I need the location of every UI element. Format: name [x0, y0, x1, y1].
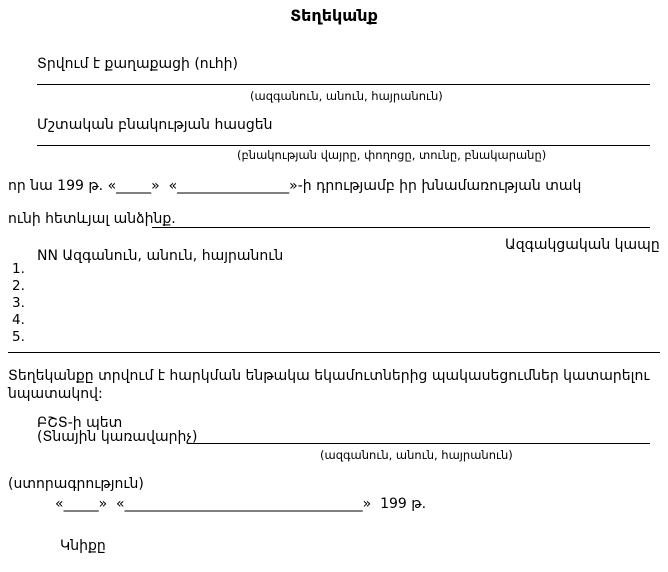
official-title: ԲՇՏ-ի պետ — [37, 415, 123, 431]
kinship-column-header: Ազգակցական կապը — [505, 237, 660, 253]
signature-hint: (ստորագրություն) — [8, 476, 144, 492]
date-line: «_____» «_______________________________… — [55, 496, 427, 512]
document-title: Տեղեկանք — [290, 6, 378, 25]
dependents-intro: ունի հետևյալ անձինք. — [8, 211, 176, 227]
address-hint: (բնակության վայրը, փողոցը, տունը, բնակար… — [237, 148, 547, 162]
statement-line: որ նա 199 թ. «_____» «________________»-… — [8, 178, 582, 194]
recipient-name-hint: (ազգանուն, անուն, հայրանուն) — [250, 89, 443, 103]
dependents-fill-line — [152, 227, 650, 228]
dependent-row-number: 3. — [12, 295, 25, 311]
official-name-hint: (ազգանուն, անուն, հայրանուն) — [320, 448, 513, 462]
recipient-fill-line — [37, 84, 650, 85]
recipient-label: Տրվում է քաղաքացի (ուհի) — [37, 56, 238, 72]
dependent-row-number: 4. — [12, 312, 25, 328]
section-divider-line — [8, 352, 660, 353]
dependent-row-number: 2. — [12, 278, 25, 294]
address-label: Մշտական բնակության հասցեն — [37, 117, 273, 133]
names-column-header: NN Ազգանուն, անուն, հայրանուն — [37, 248, 284, 264]
purpose-line-1: Տեղեկանքը տրվում է հարկման ենթակա եկամու… — [8, 368, 650, 384]
official-name-fill-line — [188, 443, 650, 444]
dependent-row-number: 5. — [12, 329, 25, 345]
purpose-line-2: նպատակով: — [8, 386, 103, 402]
official-subtitle: (Տնային կառավարիչ) — [37, 429, 198, 445]
address-fill-line — [37, 145, 650, 146]
seal-label: Կնիքը — [60, 538, 106, 554]
dependent-row-number: 1. — [12, 261, 25, 277]
